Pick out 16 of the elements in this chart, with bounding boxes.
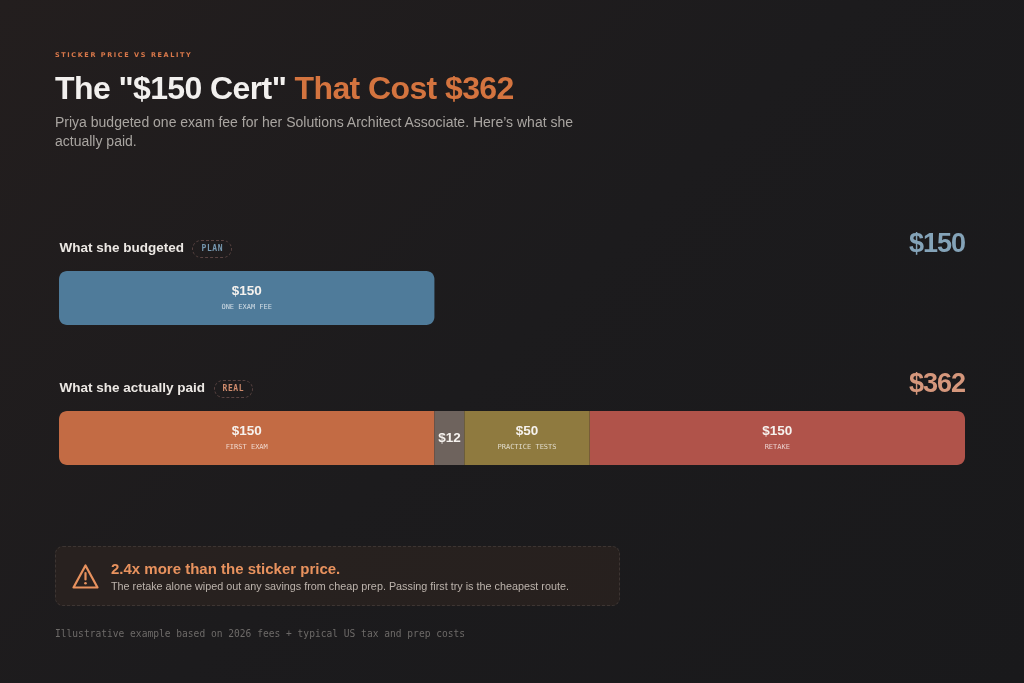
- data-label: $12: [438, 430, 461, 445]
- chart-subtitle: Priya budgeted one exam fee for her Solutions Architect Associate. Here’s what she actually paid.: [55, 113, 575, 151]
- text: 2.4x more than the sticker price.: [111, 560, 341, 577]
- text: Illustrative example based on 2026 fees + typical US tax and prep costs: [55, 628, 466, 639]
- data-label: $150: [231, 423, 262, 438]
- data-label: $50: [515, 423, 539, 438]
- y-tick-label: What she budgeted: [59, 240, 184, 255]
- annotation: REAL: [213, 379, 254, 398]
- data-label: $150: [762, 423, 793, 438]
- annotation: $362: [908, 367, 965, 399]
- annotation: PLAN: [192, 239, 233, 258]
- chart-title: The "$150 Cert" That Cost $362: [55, 70, 514, 106]
- data-label: $150: [231, 283, 262, 298]
- text: The retake alone wiped out any savings from cheap prep. Passing first try is the cheapest route.: [111, 580, 569, 592]
- annotation: $150: [908, 227, 965, 259]
- y-tick-label: What she actually paid: [59, 380, 206, 395]
